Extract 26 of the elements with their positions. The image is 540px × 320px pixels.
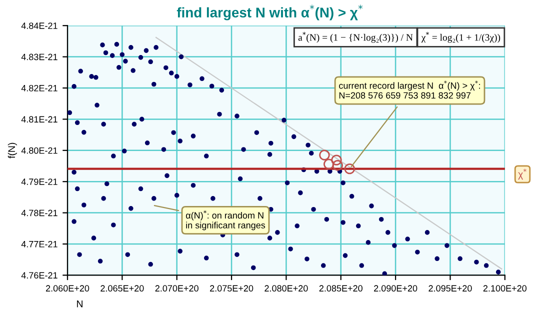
chart-title: find largest N with α$^{*}$(N) > χ$^{*}$ bbox=[176, 4, 363, 20]
annotation: a$^{*}$(N) = (1 − {N·log₂(3)}) / N bbox=[298, 32, 413, 43]
annotation: α(N)$^{*}$: on random N in significant ranges bbox=[186, 210, 266, 230]
x-tick-label: 2.090E+20 bbox=[374, 285, 418, 292]
x-axis-title: N bbox=[77, 300, 82, 308]
x-tick-label: 2.095E+20 bbox=[428, 285, 472, 292]
y-tick-label: 4.76E-21 bbox=[21, 272, 58, 279]
x-tick-label: 2.065E+20 bbox=[100, 285, 144, 292]
y-tick-label: 4.83E-21 bbox=[21, 54, 58, 60]
y-tick-label: 4.81E-21 bbox=[21, 116, 58, 123]
x-tick-label: 2.070E+20 bbox=[155, 285, 198, 292]
x-tick-label: 2.080E+20 bbox=[264, 285, 308, 292]
ref-line-label: χ$^{*}$ bbox=[518, 168, 526, 180]
y-tick-label: 4.77E-21 bbox=[21, 240, 58, 248]
y-tick-label: 4.79E-21 bbox=[21, 178, 58, 185]
y-tick-label: 4.84E-21 bbox=[21, 22, 58, 29]
annotation: χ$^{*}$ = log₂(1 + 1/(3χ)) bbox=[421, 32, 500, 43]
x-tick-label: 2.085E+20 bbox=[319, 285, 362, 292]
y-axis-title: f(N) bbox=[8, 142, 17, 158]
y-tick-label: 4.78E-21 bbox=[21, 210, 58, 216]
y-tick-label: 4.82E-21 bbox=[21, 84, 58, 92]
x-tick-label: 2.060E+20 bbox=[46, 285, 90, 292]
x-tick-label: 2.100E+20 bbox=[483, 285, 527, 292]
x-tick-label: 2.075E+20 bbox=[210, 285, 254, 292]
annotation: current record largest N α$^{*}$(N) > χ$^{*}$: N=208 576 659 753 891 832 997 bbox=[339, 80, 480, 99]
y-tick-label: 4.80E-21 bbox=[21, 147, 58, 154]
